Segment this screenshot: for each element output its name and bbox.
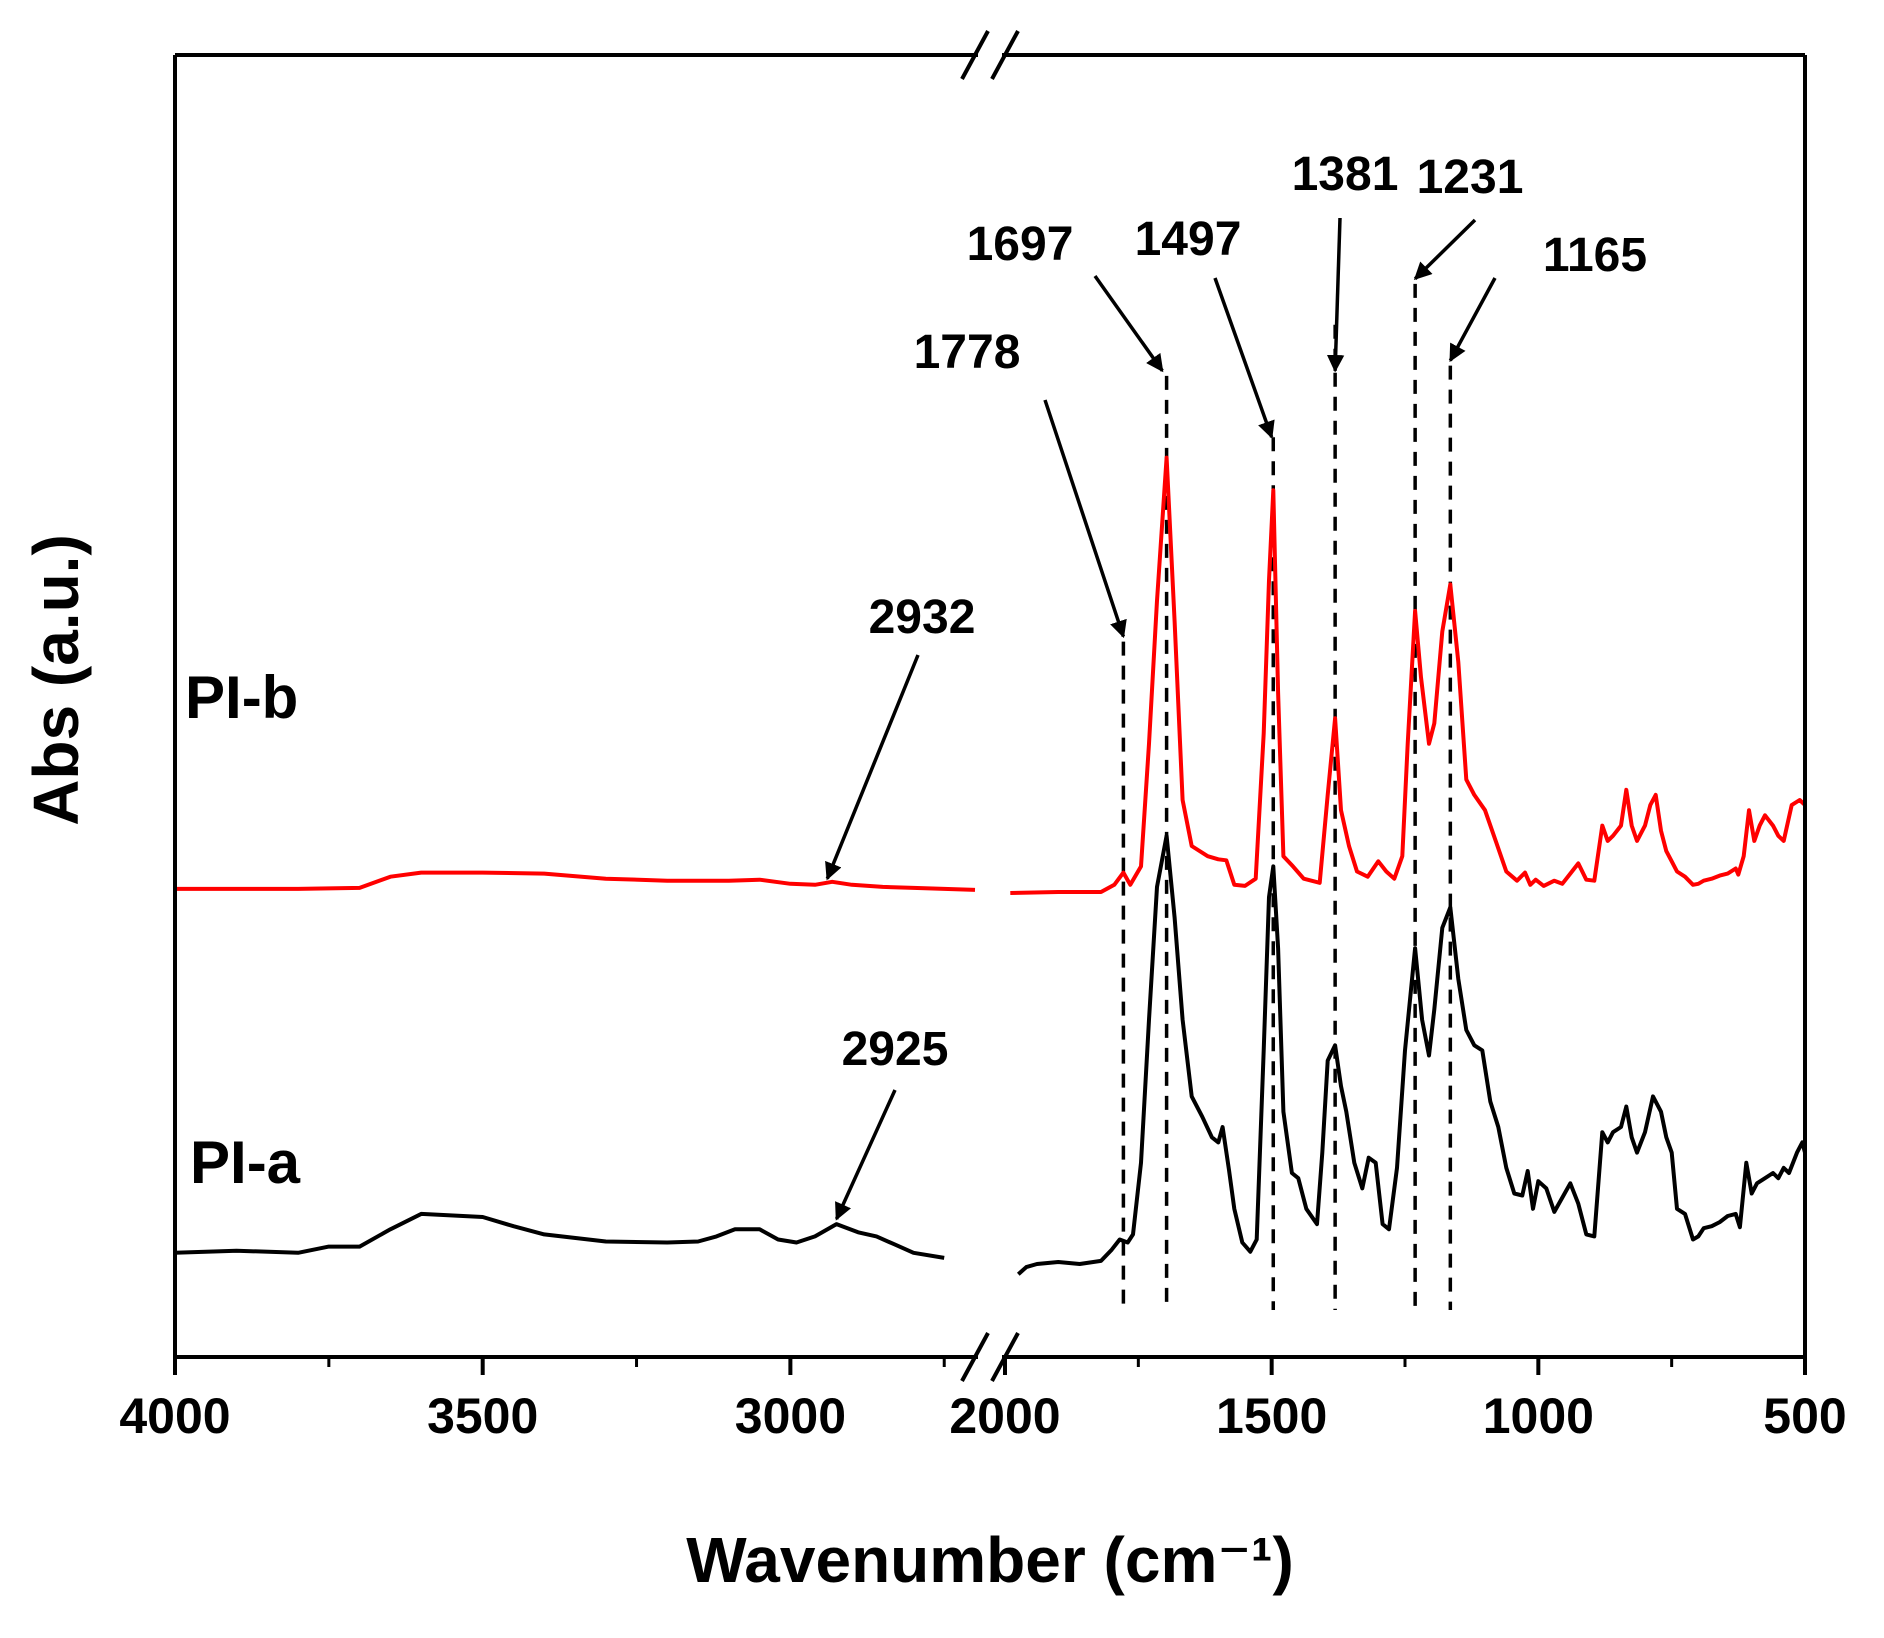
series-labels: PI-b PI-a [185, 664, 301, 1196]
x-tick-label: 3500 [427, 1388, 538, 1444]
plot-area: 1778 1697 1497 1381 1231 1165 2932 2925 [174, 148, 1807, 1310]
x-tick-label: 1000 [1483, 1388, 1594, 1444]
axis-break-mark [990, 30, 1020, 80]
x-tick-label: 4000 [119, 1388, 230, 1444]
annotation-label-1497: 1497 [1135, 213, 1242, 266]
annotation-label-2925: 2925 [842, 1023, 949, 1076]
x-tick-label: 500 [1763, 1388, 1846, 1444]
x-tick-label: 2000 [949, 1388, 1060, 1444]
series-line-pi-a [174, 833, 1807, 1276]
annotation-arrow-1231 [1413, 218, 1477, 281]
x-axis-title: Wavenumber (cm⁻¹) [686, 1524, 1294, 1596]
annotation-label-1231: 1231 [1417, 151, 1524, 204]
series-lines [174, 455, 1807, 1276]
series-label-pi-b: PI-b [185, 664, 298, 731]
annotation-arrow-1165 [1448, 277, 1497, 363]
annotation-arrow-1778 [1043, 399, 1127, 639]
annotation-label-1697: 1697 [967, 218, 1074, 271]
annotation-label-1381: 1381 [1292, 148, 1399, 201]
annotation-label-2932: 2932 [869, 591, 976, 644]
annotations: 1778 1697 1497 1381 1231 1165 2932 2925 [825, 148, 1647, 1221]
annotation-arrow-2925 [834, 1089, 897, 1221]
reference-lines [1121, 283, 1453, 1310]
annotation-arrow-1381 [1326, 217, 1345, 373]
annotation-arrow-1697 [1093, 274, 1164, 373]
axis-break-mark [960, 1332, 990, 1382]
y-axis-title: Abs (a.u.) [20, 534, 92, 826]
annotation-label-1165: 1165 [1543, 229, 1647, 282]
annotation-label-1778: 1778 [914, 326, 1021, 379]
annotation-arrow-1497 [1213, 277, 1275, 439]
x-tick-label: 1500 [1216, 1388, 1327, 1444]
axis-break-mark [960, 30, 990, 80]
series-label-pi-a: PI-a [190, 1129, 301, 1196]
series-line-pi-b [175, 455, 1807, 895]
x-axis-ticks: 4000 3500 3000 2000 1500 1000 500 [119, 1357, 1847, 1444]
x-tick-label: 3000 [735, 1388, 846, 1444]
annotation-arrow-2932 [825, 654, 920, 881]
